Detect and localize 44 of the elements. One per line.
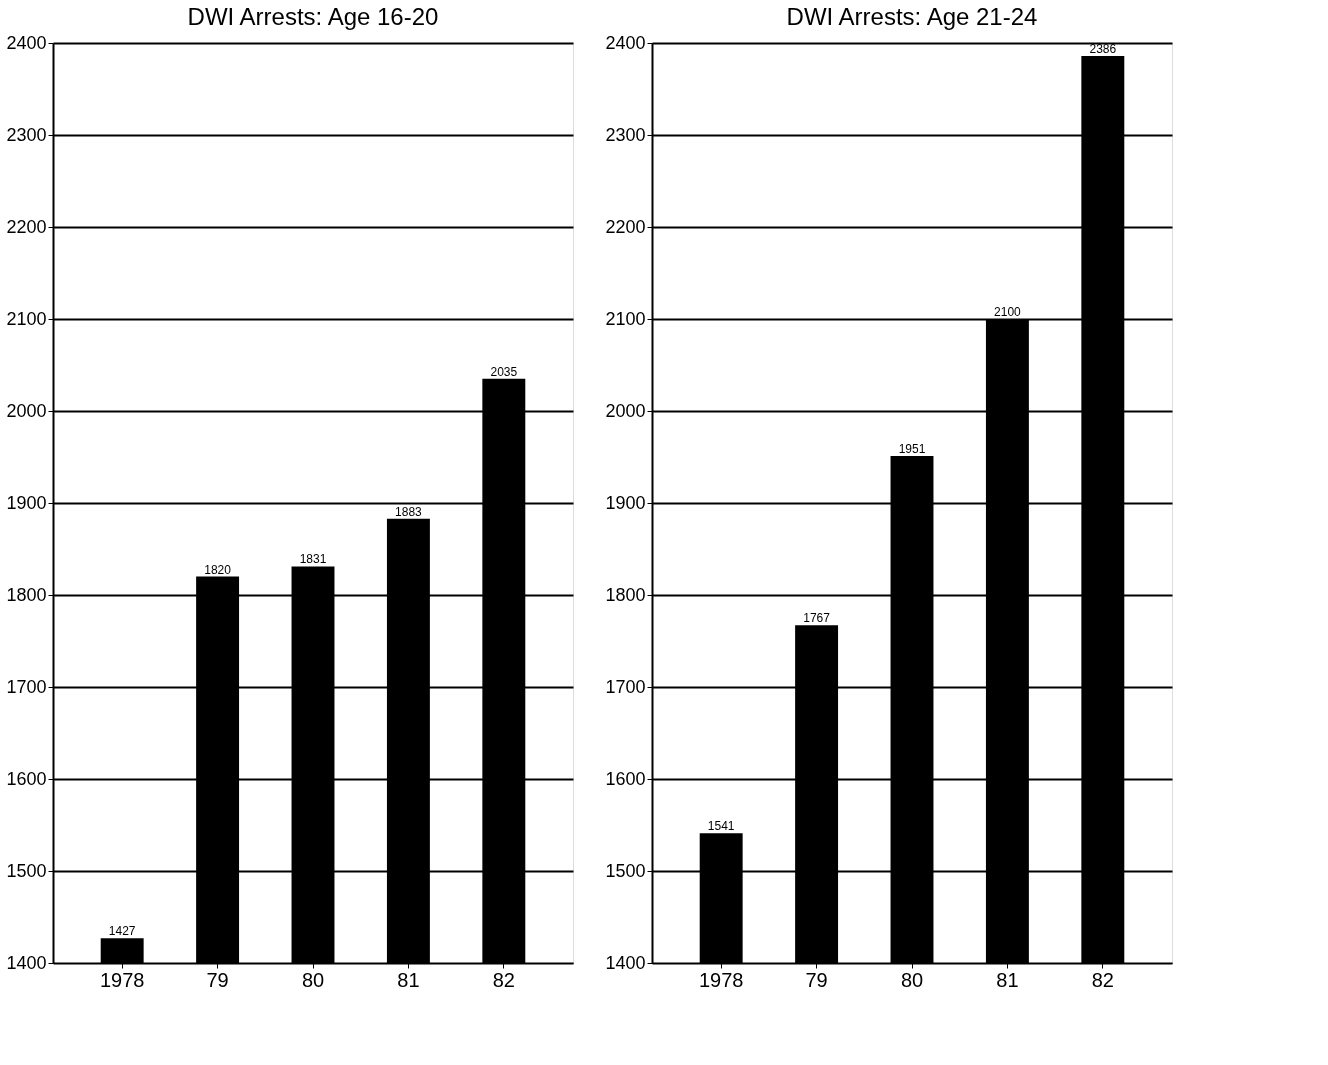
x-tick-label: 1978 xyxy=(99,968,145,991)
y-tick-label: 2200 xyxy=(6,216,47,237)
data-label: 1820 xyxy=(204,562,232,577)
y-tick-label: 1700 xyxy=(605,676,646,697)
y-tick-label: 2000 xyxy=(6,400,47,421)
data-label: 1951 xyxy=(898,442,926,457)
data-label: 2100 xyxy=(994,305,1022,319)
y-tick-label: 2200 xyxy=(605,216,646,237)
y-tick-label: 1700 xyxy=(6,676,47,697)
data-label: 1767 xyxy=(803,611,831,626)
x-tick-label: 81 xyxy=(397,968,420,991)
x-tick-label: 80 xyxy=(301,968,325,991)
y-tick-label: 1900 xyxy=(605,492,646,513)
x-tick-label: 82 xyxy=(492,968,515,991)
x-tick-label: 80 xyxy=(900,968,924,991)
y-tick-label: 1800 xyxy=(6,584,47,605)
data-label: 1541 xyxy=(707,819,735,834)
x-tick-label: 81 xyxy=(996,968,1019,991)
x-tick-label: 1978 xyxy=(698,968,744,991)
y-tick-label: 2300 xyxy=(6,124,47,145)
y-tick-label: 1500 xyxy=(605,860,646,881)
x-tick-label: 82 xyxy=(1091,968,1114,991)
chart-title: DWI Arrests: Age 16-20 xyxy=(187,3,439,30)
chart-title: DWI Arrests: Age 21-24 xyxy=(786,3,1038,30)
data-label: 2386 xyxy=(1089,41,1117,56)
x-tick-label: 79 xyxy=(805,968,828,991)
y-tick-label: 1400 xyxy=(605,952,646,973)
y-tick-label: 2400 xyxy=(605,32,646,53)
x-tick-label: 79 xyxy=(206,968,229,991)
data-label: 1831 xyxy=(299,552,327,567)
y-tick-label: 2000 xyxy=(605,400,646,421)
y-tick-label: 2400 xyxy=(6,32,47,53)
data-label: 1883 xyxy=(395,504,423,519)
y-tick-label: 1600 xyxy=(605,768,646,789)
y-tick-label: 1600 xyxy=(6,768,47,789)
y-tick-label: 1400 xyxy=(6,952,47,973)
y-tick-label: 1800 xyxy=(605,584,646,605)
y-tick-label: 1500 xyxy=(6,860,47,881)
data-label: 2035 xyxy=(490,364,518,379)
y-tick-label: 2300 xyxy=(605,124,646,145)
y-tick-label: 2100 xyxy=(6,308,47,329)
y-tick-label: 2100 xyxy=(605,308,646,329)
y-tick-label: 1900 xyxy=(6,492,47,513)
data-label: 1427 xyxy=(108,924,136,939)
